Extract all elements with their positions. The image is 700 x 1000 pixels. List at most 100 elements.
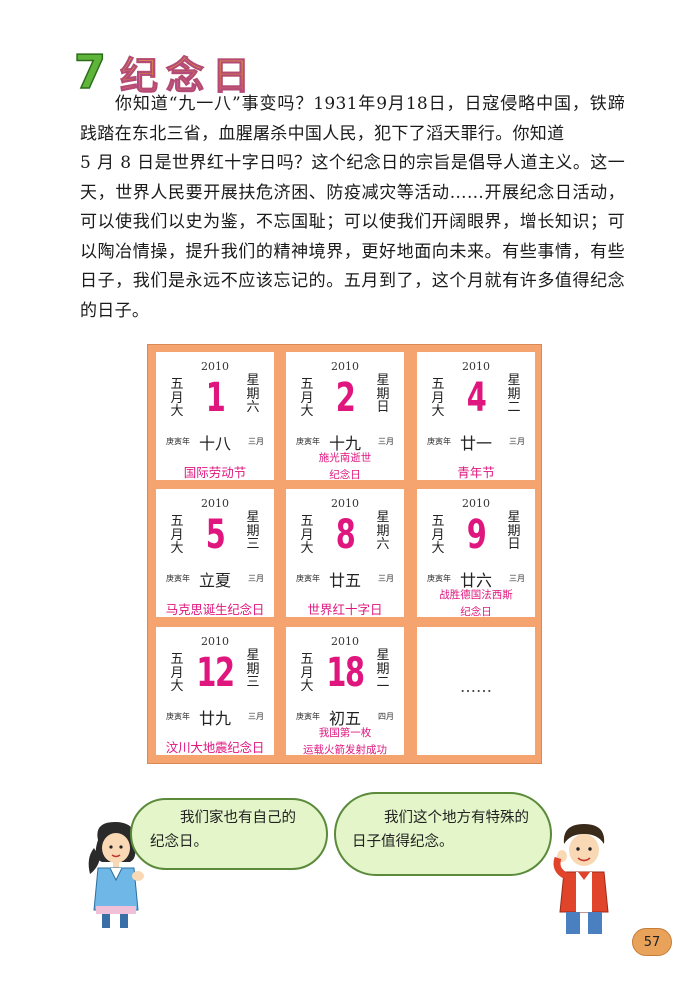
weekday-char: 星	[507, 373, 521, 388]
event-line: 纪念日	[329, 469, 361, 481]
card-event: 我国第一枚运载火箭发射成功	[286, 725, 404, 759]
calendar-card: 2010 五月大 1 星期六庚寅年 十八 三月 国际劳动节	[156, 352, 274, 480]
month-char: 月	[170, 390, 184, 406]
card-lunar-row: 庚寅年 廿五 三月	[286, 567, 404, 590]
card-weekday-label: 星期二	[507, 374, 521, 415]
card-lunar-row: 庚寅年 立夏 三月	[156, 567, 274, 590]
card-ganzhi-year: 庚寅年	[296, 437, 320, 446]
weekday-char: 星	[376, 510, 390, 525]
card-day-number: 4	[466, 375, 487, 421]
weekday-char: 星	[507, 510, 521, 525]
card-weekday-label: 星期二	[376, 649, 390, 690]
weekday-char: 期	[246, 386, 260, 402]
card-lunar-month: 四月	[378, 712, 394, 721]
paragraph-part-2: 5 月 8 日是世界红十字日吗？这个纪念日的宗旨是倡导人道主义。这一天，世界人民…	[80, 153, 625, 321]
card-day-number: 2	[335, 375, 356, 421]
card-lunar-date: 廿九	[198, 709, 231, 728]
card-year: 2010	[201, 635, 229, 648]
month-char: 五	[431, 377, 445, 392]
calendar-card: 2010 五月大 8 星期六庚寅年 廿五 三月 世界红十字日	[286, 489, 404, 617]
card-lunar-month: 三月	[509, 437, 525, 446]
lesson-title: 7 纪念日	[73, 45, 258, 100]
card-weekday-label: 星期日	[376, 374, 390, 415]
card-month-label: 五月大	[300, 653, 314, 694]
month-char: 五	[170, 514, 184, 529]
weekday-char: 二	[507, 400, 521, 415]
month-char: 五	[300, 377, 314, 392]
month-char: 五	[170, 377, 184, 392]
event-line: 运载火箭发射成功	[303, 744, 387, 756]
weekday-char: 期	[376, 661, 390, 677]
card-lunar-date: 初五	[328, 709, 361, 728]
card-lunar-date: 立夏	[198, 571, 231, 590]
weekday-char: 期	[507, 523, 521, 539]
card-month-label: 五月大	[431, 378, 445, 419]
card-day-number: 12	[196, 650, 235, 696]
card-ganzhi-year: 庚寅年	[166, 574, 190, 583]
month-char: 大	[300, 541, 314, 556]
girl-speech-bubble	[130, 798, 328, 870]
page-number: 57	[632, 928, 672, 956]
month-char: 五	[170, 652, 184, 667]
card-month-label: 五月大	[300, 378, 314, 419]
card-lunar-date: 十八	[198, 434, 231, 453]
card-weekday-label: 星期三	[246, 511, 260, 552]
card-ganzhi-year: 庚寅年	[166, 712, 190, 721]
card-lunar-month: 三月	[248, 574, 264, 583]
weekday-char: 期	[507, 386, 521, 402]
card-event: 战胜德国法西斯 纪念日	[417, 587, 535, 621]
card-ganzhi-year: 庚寅年	[296, 574, 320, 583]
card-lunar-month: 三月	[509, 574, 525, 583]
calendar-card: 2010 五月大 9 星期日庚寅年 廿六 三月 战胜德国法西斯 纪念日	[417, 489, 535, 618]
lesson-number: 7	[73, 45, 107, 99]
card-ganzhi-year: 庚寅年	[166, 437, 190, 446]
card-ganzhi-year: 庚寅年	[427, 437, 451, 446]
month-char: 月	[170, 527, 184, 543]
event-line: 纪念日	[460, 606, 492, 618]
card-year: 2010	[201, 360, 229, 373]
calendar-card: 2010 五月大 5 星期三庚寅年 立夏 三月 马克思诞生纪念日	[156, 489, 274, 617]
weekday-char: 日	[507, 537, 521, 552]
card-year: 2010	[331, 497, 359, 510]
month-char: 大	[431, 541, 445, 556]
card-lunar-row: 庚寅年 廿六 三月	[417, 567, 535, 590]
calendar-card: 2010 五月大 12 星期三庚寅年 廿九 三月 汶川大地震纪念日	[156, 627, 274, 755]
card-day-number: 8	[335, 512, 356, 558]
weekday-char: 二	[376, 675, 390, 690]
month-char: 大	[170, 404, 184, 419]
card-lunar-month: 三月	[378, 574, 394, 583]
lesson-title-text: 纪念日	[120, 45, 258, 100]
weekday-char: 星	[376, 648, 390, 663]
weekday-char: 期	[376, 386, 390, 402]
card-lunar-date: 十九	[328, 434, 361, 453]
weekday-char: 期	[246, 523, 260, 539]
card-weekday-label: 星期六	[246, 374, 260, 415]
card-event: 世界红十字日	[307, 602, 383, 617]
card-event: 青年节	[457, 465, 495, 480]
card-day-number: 9	[466, 512, 487, 558]
card-lunar-row: 庚寅年 十八 三月	[156, 430, 274, 453]
month-char: 大	[300, 404, 314, 419]
event-line: 我国第一枚	[318, 727, 372, 739]
card-day-number: 1	[205, 375, 226, 421]
month-char: 月	[300, 390, 314, 406]
month-char: 大	[431, 404, 445, 419]
card-ganzhi-year: 庚寅年	[427, 574, 451, 583]
month-char: 月	[300, 527, 314, 543]
boy-speech-text: 我们这个地方有特殊的日子值得纪念。	[352, 810, 529, 850]
card-year: 2010	[462, 360, 490, 373]
card-lunar-date: 廿五	[328, 571, 361, 590]
card-lunar-row: 庚寅年 廿九 三月	[156, 705, 274, 728]
card-weekday-label: 星期日	[507, 511, 521, 552]
weekday-char: 三	[246, 537, 260, 552]
card-year: 2010	[462, 497, 490, 510]
weekday-char: 期	[376, 523, 390, 539]
month-char: 大	[170, 679, 184, 694]
weekday-char: 六	[246, 400, 260, 415]
card-year: 2010	[331, 635, 359, 648]
event-line: 战胜德国法西斯	[439, 589, 513, 601]
month-char: 大	[170, 541, 184, 556]
card-year: 2010	[201, 497, 229, 510]
month-char: 月	[431, 390, 445, 406]
month-char: 五	[300, 652, 314, 667]
